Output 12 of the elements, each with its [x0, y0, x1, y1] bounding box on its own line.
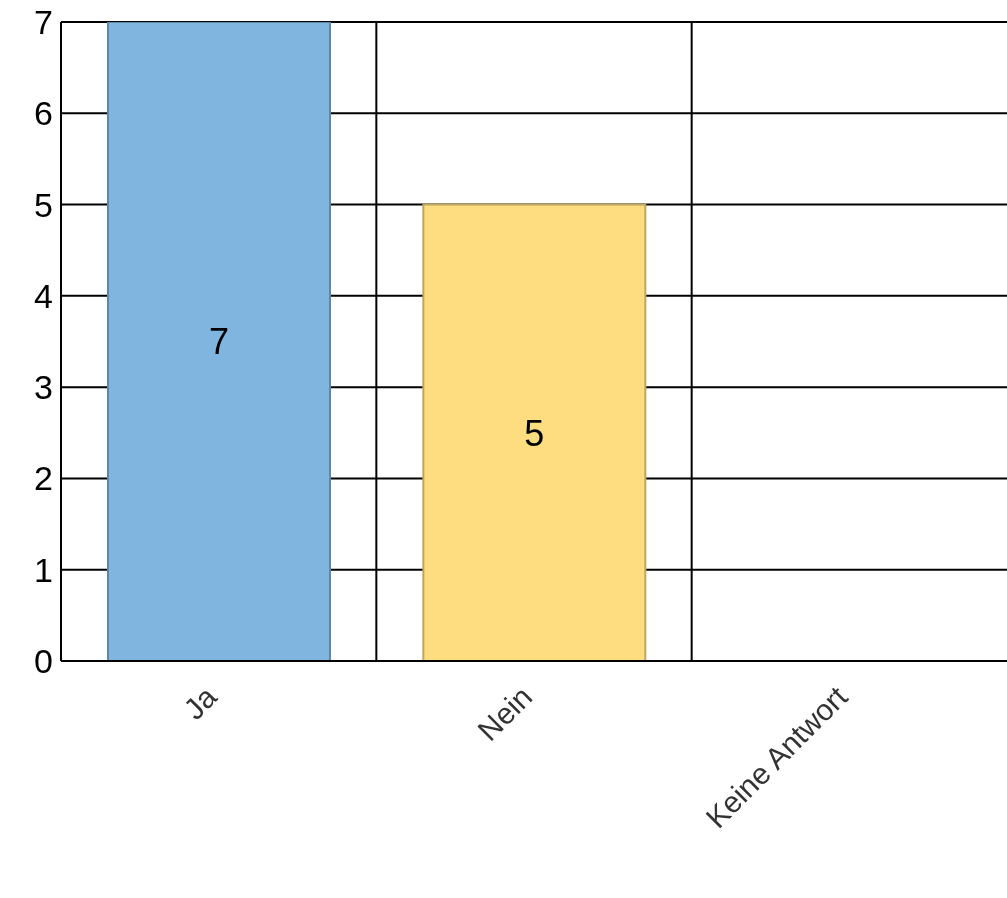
data-label: 5 [524, 412, 545, 454]
y-tick-label: 0 [34, 642, 53, 681]
y-tick-label: 1 [34, 550, 53, 589]
y-tick-label: 6 [34, 94, 53, 133]
y-tick-label: 3 [34, 368, 53, 407]
y-tick-label: 7 [34, 3, 53, 42]
x-tick-label: Nein [471, 679, 539, 747]
y-tick-label: 4 [34, 276, 53, 315]
x-tick-label: Ja [177, 679, 224, 726]
y-tick-label: 2 [34, 459, 53, 498]
y-tick-label: 5 [34, 185, 53, 224]
data-label: 7 [208, 321, 230, 363]
